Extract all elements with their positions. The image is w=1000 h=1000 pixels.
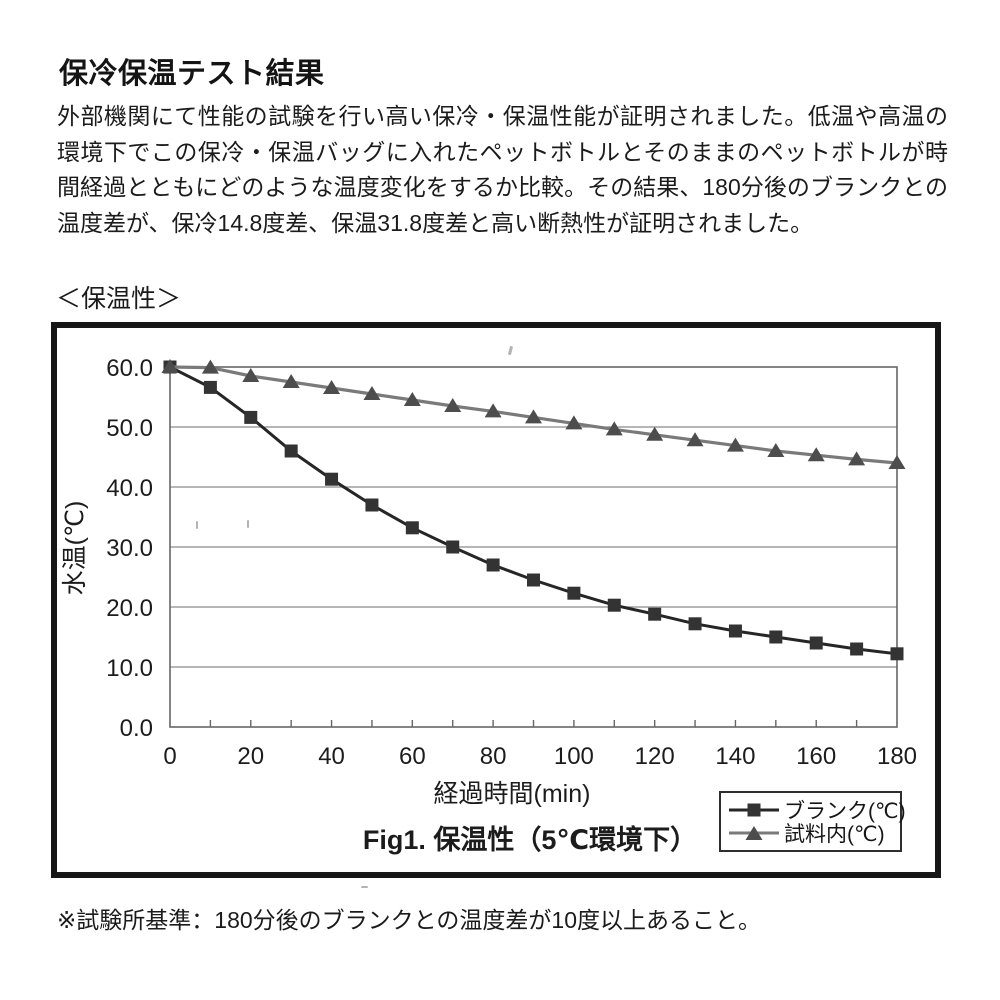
data-marker-square — [284, 444, 298, 458]
data-marker-square — [890, 647, 904, 661]
data-marker-square — [688, 617, 702, 631]
data-marker-square — [446, 540, 460, 554]
data-marker-square — [365, 498, 379, 512]
scan-artifact — [196, 521, 198, 529]
data-marker-square — [486, 558, 500, 572]
temperature-line-chart: 水温(℃) 経過時間(min) Fig1. 保温性（5℃環境下） 60.0 50.… — [61, 355, 917, 855]
data-marker-triangle — [444, 398, 462, 412]
y-tick-label: 10.0 — [106, 655, 153, 682]
x-tick-label: 120 — [635, 743, 675, 770]
chart-frame: 水温(℃) 経過時間(min) Fig1. 保温性（5℃環境下） 60.0 50.… — [51, 322, 941, 878]
scan-artifact — [361, 886, 368, 888]
y-tick-label: 0.0 — [120, 715, 153, 742]
data-marker-triangle — [767, 443, 785, 457]
data-marker-triangle — [646, 426, 664, 441]
data-marker-triangle — [565, 415, 583, 430]
x-tick-label: 100 — [554, 743, 594, 770]
data-marker-square — [203, 380, 217, 394]
data-marker-square — [405, 521, 419, 535]
y-tick-label: 60.0 — [106, 355, 153, 382]
data-marker-square — [728, 624, 742, 638]
x-tick-label: 140 — [715, 743, 755, 770]
data-marker-square — [244, 410, 258, 424]
data-marker-triangle — [605, 421, 623, 436]
data-marker-triangle — [525, 409, 542, 424]
data-marker-triangle — [848, 451, 866, 466]
data-marker-triangle — [201, 359, 219, 374]
page-title: 保冷保温テスト結果 — [59, 58, 325, 90]
data-marker-square — [607, 598, 621, 612]
x-tick-label: 80 — [480, 743, 507, 770]
y-tick-label: 50.0 — [106, 415, 153, 442]
scan-artifact — [247, 520, 249, 528]
section-label-hoonsei: ＜保温性＞ — [56, 285, 182, 313]
x-axis-title: 経過時間(min) — [434, 780, 591, 808]
legend-marker-triangle-icon — [728, 824, 780, 842]
data-marker-triangle — [242, 368, 260, 382]
body-paragraph: 外部機関にて性能の試験を行い高い保冷・保温性能が証明されました。低温や高温の環境… — [57, 103, 949, 236]
x-tick-label: 180 — [877, 743, 917, 770]
legend-item-sample: 試料内(℃) — [728, 823, 900, 846]
data-marker-triangle — [282, 374, 300, 388]
data-marker-triangle — [161, 359, 179, 373]
data-marker-triangle — [323, 380, 341, 394]
footnote: ※試験所基準：180分後のブランクとの温度差が10度以上あること。 — [57, 907, 761, 933]
legend-label-sample: 試料内(℃) — [784, 823, 885, 846]
y-tick-label: 30.0 — [106, 535, 153, 562]
x-tick-label: 60 — [399, 743, 426, 770]
x-tick-label: 40 — [318, 743, 345, 770]
data-marker-square — [769, 630, 783, 644]
y-tick-label: 40.0 — [106, 475, 153, 502]
data-marker-square — [648, 607, 662, 621]
legend-marker-square-icon — [728, 801, 780, 819]
data-marker-square — [850, 642, 864, 656]
data-marker-triangle — [726, 437, 744, 452]
legend-label-blank: ブランク(℃) — [784, 800, 906, 823]
y-axis-title: 水温(℃) — [61, 501, 89, 596]
x-tick-label: 160 — [796, 743, 836, 770]
legend-item-blank: ブランク(℃) — [728, 800, 906, 823]
data-marker-triangle — [484, 403, 502, 418]
data-marker-triangle — [363, 386, 381, 400]
data-marker-square — [527, 573, 540, 587]
x-tick-label: 20 — [237, 743, 264, 770]
chart-legend: ブランク(℃) 試料内(℃) — [719, 791, 906, 852]
data-marker-triangle — [403, 392, 421, 406]
data-marker-square — [809, 636, 823, 650]
y-tick-label: 20.0 — [106, 595, 153, 622]
data-marker-square — [567, 586, 581, 600]
data-marker-triangle — [888, 455, 906, 469]
figure-caption: Fig1. 保温性（5℃環境下） — [363, 825, 697, 855]
data-marker-triangle — [807, 447, 825, 462]
data-marker-triangle — [686, 432, 704, 447]
data-marker-square — [325, 472, 339, 486]
x-tick-label: 0 — [163, 743, 176, 770]
